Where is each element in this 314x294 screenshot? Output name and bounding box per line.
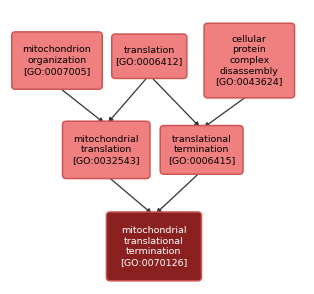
FancyBboxPatch shape [12, 32, 102, 89]
Text: mitochondrion
organization
[GO:0007005]: mitochondrion organization [GO:0007005] [23, 45, 91, 76]
FancyBboxPatch shape [160, 126, 243, 174]
FancyBboxPatch shape [112, 34, 187, 78]
FancyBboxPatch shape [106, 212, 202, 281]
FancyBboxPatch shape [204, 23, 295, 98]
Text: mitochondrial
translational
termination
[GO:0070126]: mitochondrial translational termination … [120, 226, 187, 267]
Text: translational
termination
[GO:0006415]: translational termination [GO:0006415] [168, 135, 235, 165]
Text: translation
[GO:0006412]: translation [GO:0006412] [116, 46, 183, 66]
Text: mitochondrial
translation
[GO:0032543]: mitochondrial translation [GO:0032543] [73, 135, 140, 165]
Text: cellular
protein
complex
disassembly
[GO:0043624]: cellular protein complex disassembly [GO… [216, 35, 283, 86]
FancyBboxPatch shape [62, 121, 150, 178]
